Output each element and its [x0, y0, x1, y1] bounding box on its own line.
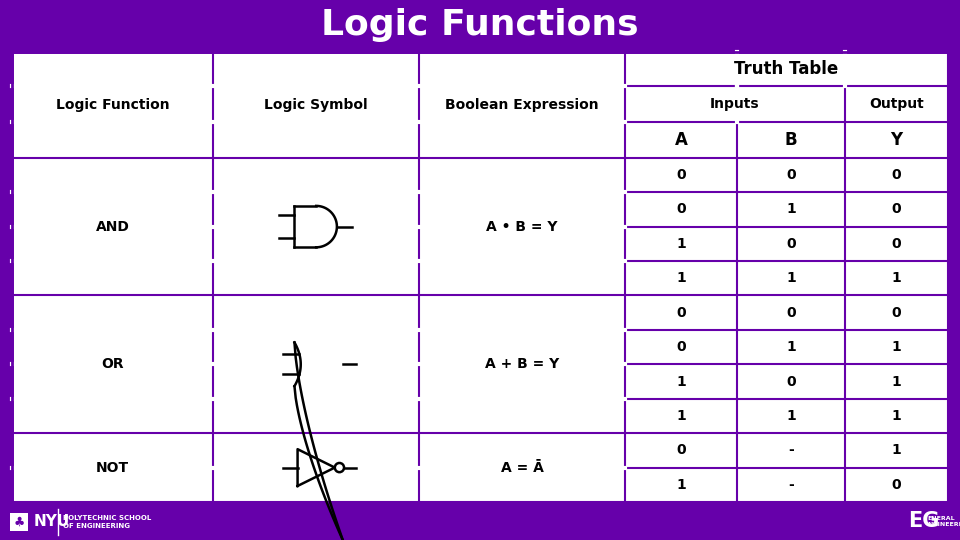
Text: Logic Functions: Logic Functions — [322, 8, 638, 42]
Text: 1: 1 — [677, 271, 686, 285]
Text: 1: 1 — [786, 409, 796, 423]
Text: 0: 0 — [892, 478, 901, 492]
Text: AND: AND — [96, 220, 130, 234]
Text: 0: 0 — [677, 306, 686, 320]
Text: 1: 1 — [892, 375, 901, 388]
Text: 1: 1 — [786, 271, 796, 285]
FancyBboxPatch shape — [0, 0, 960, 50]
Text: 0: 0 — [892, 237, 901, 251]
Text: A: A — [675, 131, 687, 149]
Text: -: - — [788, 478, 794, 492]
Text: 0: 0 — [677, 202, 686, 217]
Text: -: - — [788, 443, 794, 457]
Text: 1: 1 — [677, 478, 686, 492]
Text: OR: OR — [102, 357, 124, 372]
Text: 1: 1 — [677, 237, 686, 251]
Text: 0: 0 — [677, 168, 686, 182]
Text: NOT: NOT — [96, 461, 130, 475]
FancyBboxPatch shape — [0, 504, 960, 540]
Text: 1: 1 — [677, 409, 686, 423]
Text: NGINEERING: NGINEERING — [927, 523, 960, 528]
Text: 0: 0 — [892, 168, 901, 182]
Text: POLYTECHNIC SCHOOL: POLYTECHNIC SCHOOL — [63, 515, 152, 521]
Text: A + B = Y: A + B = Y — [485, 357, 560, 372]
Text: OF ENGINEERING: OF ENGINEERING — [63, 523, 130, 529]
Text: 0: 0 — [786, 168, 796, 182]
Text: 1: 1 — [892, 271, 901, 285]
Text: 1: 1 — [786, 202, 796, 217]
FancyBboxPatch shape — [12, 52, 948, 502]
Text: ENERAL: ENERAL — [927, 516, 954, 521]
Text: A • B = Y: A • B = Y — [487, 220, 558, 234]
Text: 0: 0 — [892, 202, 901, 217]
Text: Inputs: Inputs — [710, 97, 760, 111]
Text: 1: 1 — [677, 375, 686, 388]
Text: B: B — [785, 131, 798, 149]
Text: Logic Function: Logic Function — [56, 98, 169, 112]
Text: Output: Output — [869, 97, 924, 111]
Text: NYU: NYU — [34, 515, 70, 530]
Text: 1: 1 — [892, 443, 901, 457]
Text: A = Ā: A = Ā — [501, 461, 543, 475]
Text: 1: 1 — [892, 340, 901, 354]
Text: 1: 1 — [892, 409, 901, 423]
FancyBboxPatch shape — [10, 513, 28, 531]
Text: ♣: ♣ — [13, 516, 25, 529]
Text: Boolean Expression: Boolean Expression — [445, 98, 599, 112]
Text: Y: Y — [891, 131, 902, 149]
Text: 0: 0 — [677, 443, 686, 457]
Text: Logic Symbol: Logic Symbol — [264, 98, 368, 112]
Text: Truth Table: Truth Table — [734, 60, 839, 78]
Text: 1: 1 — [786, 340, 796, 354]
Text: 0: 0 — [892, 306, 901, 320]
Circle shape — [335, 463, 344, 472]
Text: 0: 0 — [786, 375, 796, 388]
Text: 0: 0 — [786, 237, 796, 251]
Text: EG: EG — [908, 511, 940, 531]
Text: 0: 0 — [786, 306, 796, 320]
Text: 0: 0 — [677, 340, 686, 354]
